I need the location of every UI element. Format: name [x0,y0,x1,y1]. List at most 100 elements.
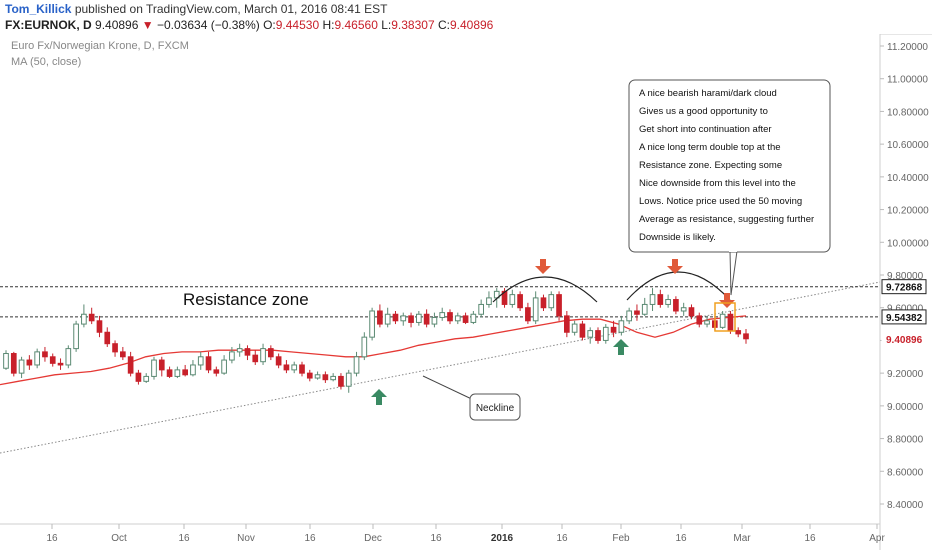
candle-down[interactable] [727,313,734,332]
candle-down[interactable] [610,326,617,333]
candle-down[interactable] [595,330,601,341]
candle-down[interactable] [408,315,414,323]
candle-up[interactable] [81,313,87,325]
candle-up[interactable] [330,375,336,381]
candle-down[interactable] [49,356,56,364]
candle-down[interactable] [462,315,469,323]
candle-up[interactable] [680,307,687,312]
candle-up[interactable] [431,317,438,325]
candle-up[interactable] [190,364,196,376]
candle-down[interactable] [252,354,259,363]
candle-down[interactable] [673,299,679,312]
candle-up[interactable] [229,351,235,361]
candle-up[interactable] [260,348,266,363]
candle-up[interactable] [369,310,375,338]
chart-legend-ma[interactable]: MA (50, close) [11,56,82,68]
candle-up[interactable] [3,353,9,369]
candle-up[interactable] [509,294,516,305]
candle-down[interactable] [213,369,220,374]
candle-down[interactable] [392,313,399,322]
candle-down[interactable] [299,364,305,374]
candle-up[interactable] [649,294,656,305]
candle-down[interactable] [166,369,173,377]
candle-up[interactable] [478,303,484,315]
candle-up[interactable] [626,310,632,322]
candle-up[interactable] [314,374,321,379]
candle-down[interactable] [688,307,695,317]
candle-up[interactable] [291,364,298,371]
candle-down[interactable] [10,353,17,374]
candle-down[interactable] [447,312,453,322]
candle-down[interactable] [338,375,344,387]
candle-up[interactable] [221,359,227,374]
candle-up[interactable] [361,336,368,358]
price-chart[interactable]: 11.20000 11.00000 10.80000 10.60000 10.40000… [0,34,932,550]
candle-up[interactable] [18,359,25,374]
candle-up[interactable] [532,297,539,322]
candle-down[interactable] [182,369,188,376]
candle-down[interactable] [88,313,95,322]
candle-down[interactable] [657,294,664,305]
candle-down[interactable] [158,359,165,371]
candle-up[interactable] [602,326,609,341]
candle-down[interactable] [26,359,33,366]
candle-up[interactable] [34,351,40,366]
candle-down[interactable] [634,310,640,315]
candle-down[interactable] [275,356,282,366]
candle-up[interactable] [618,320,625,333]
candle-down[interactable] [96,320,103,333]
candle-up[interactable] [439,312,446,319]
candle-up[interactable] [73,323,79,350]
candle-up[interactable] [65,348,72,366]
candle-down[interactable] [556,294,562,317]
candle-up[interactable] [486,297,492,305]
candle-up[interactable] [548,294,555,309]
neckline-trendline[interactable] [0,281,881,454]
candle-down[interactable] [104,331,111,345]
candle-up[interactable] [641,303,648,315]
candle-up[interactable] [345,372,352,387]
harami-highlight-box[interactable] [714,302,736,332]
candle-up[interactable] [151,359,157,377]
neckline-callout-box[interactable] [469,393,521,421]
candle-up[interactable] [665,299,671,305]
candle-up[interactable] [236,348,243,353]
candle-down[interactable] [244,348,251,356]
candle-down[interactable] [135,372,142,382]
candle-down[interactable] [268,348,274,358]
candle-up[interactable] [400,315,407,322]
candle-down[interactable] [120,351,126,358]
candle-down[interactable] [377,310,383,325]
candle-up[interactable] [454,315,461,322]
candle-down[interactable] [501,290,508,305]
candle-down[interactable] [540,297,547,309]
candle-up[interactable] [143,375,150,382]
candle-down[interactable] [322,374,329,381]
candle-up[interactable] [384,313,391,325]
candle-down[interactable] [42,351,48,358]
candle-up[interactable] [197,356,204,366]
candle-down[interactable] [127,356,134,374]
candle-down[interactable] [743,333,749,340]
candle-down[interactable] [306,372,313,379]
candle-down[interactable] [696,315,703,325]
candle-down[interactable] [57,362,64,366]
candle-down[interactable] [525,307,531,322]
candle-down[interactable] [564,315,570,333]
candle-down[interactable] [579,323,586,338]
candle-down[interactable] [205,356,212,371]
candle-up[interactable] [704,320,710,325]
candle-down[interactable] [423,313,430,325]
candle-down[interactable] [735,330,742,335]
candle-down[interactable] [283,364,290,371]
candle-up[interactable] [571,323,578,333]
candle-up[interactable] [470,313,477,323]
candle-up[interactable] [587,330,594,338]
candle-down[interactable] [112,343,118,353]
candle-up[interactable] [416,313,422,323]
candle-up[interactable] [353,356,360,374]
candle-up[interactable] [719,313,726,328]
candle-up[interactable] [174,369,181,377]
author-link[interactable]: Tom_Killick [5,2,72,16]
candle-down[interactable] [517,294,523,309]
